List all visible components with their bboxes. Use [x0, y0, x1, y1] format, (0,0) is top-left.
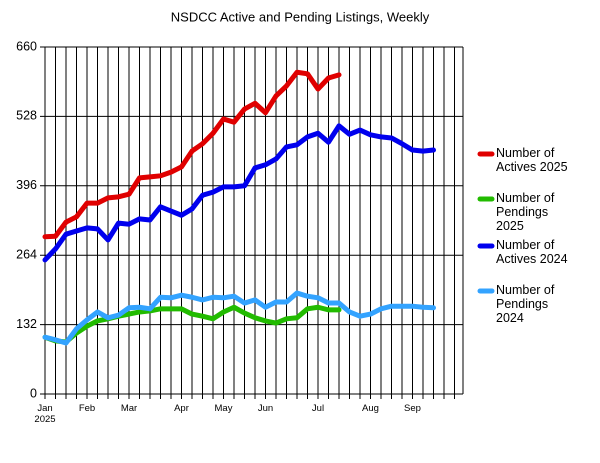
y-tick-label: 0	[30, 386, 37, 400]
series-line	[42, 290, 436, 346]
y-tick-label: 528	[16, 109, 37, 123]
legend-label: Number of Actives 2024	[496, 238, 568, 266]
x-tick-label: Sep	[404, 403, 421, 414]
y-tick-label: 396	[16, 178, 37, 192]
x-tick-label: Mar	[121, 403, 137, 414]
x-tick-label: Jul	[312, 403, 324, 414]
x-tick-label: May	[215, 403, 233, 414]
series-line	[42, 69, 342, 240]
series-line	[42, 123, 436, 263]
x-tick-label: Jan 2025	[34, 403, 55, 425]
y-tick-label: 660	[16, 39, 37, 53]
series-line	[42, 304, 342, 345]
x-tick-label: Jun	[258, 403, 273, 414]
x-tick-label: Apr	[174, 403, 189, 414]
y-tick-label: 264	[16, 247, 37, 261]
chart-title: NSDCC Active and Pending Listings, Weekl…	[171, 9, 430, 24]
legend-label: Number of Pendings 2025	[496, 191, 555, 233]
x-tick-label: Feb	[79, 403, 95, 414]
legend-label: Number of Actives 2025	[496, 146, 568, 174]
x-tick-label: Aug	[362, 403, 379, 414]
legend-label: Number of Pendings 2024	[496, 283, 555, 325]
y-tick-label: 132	[16, 317, 37, 331]
